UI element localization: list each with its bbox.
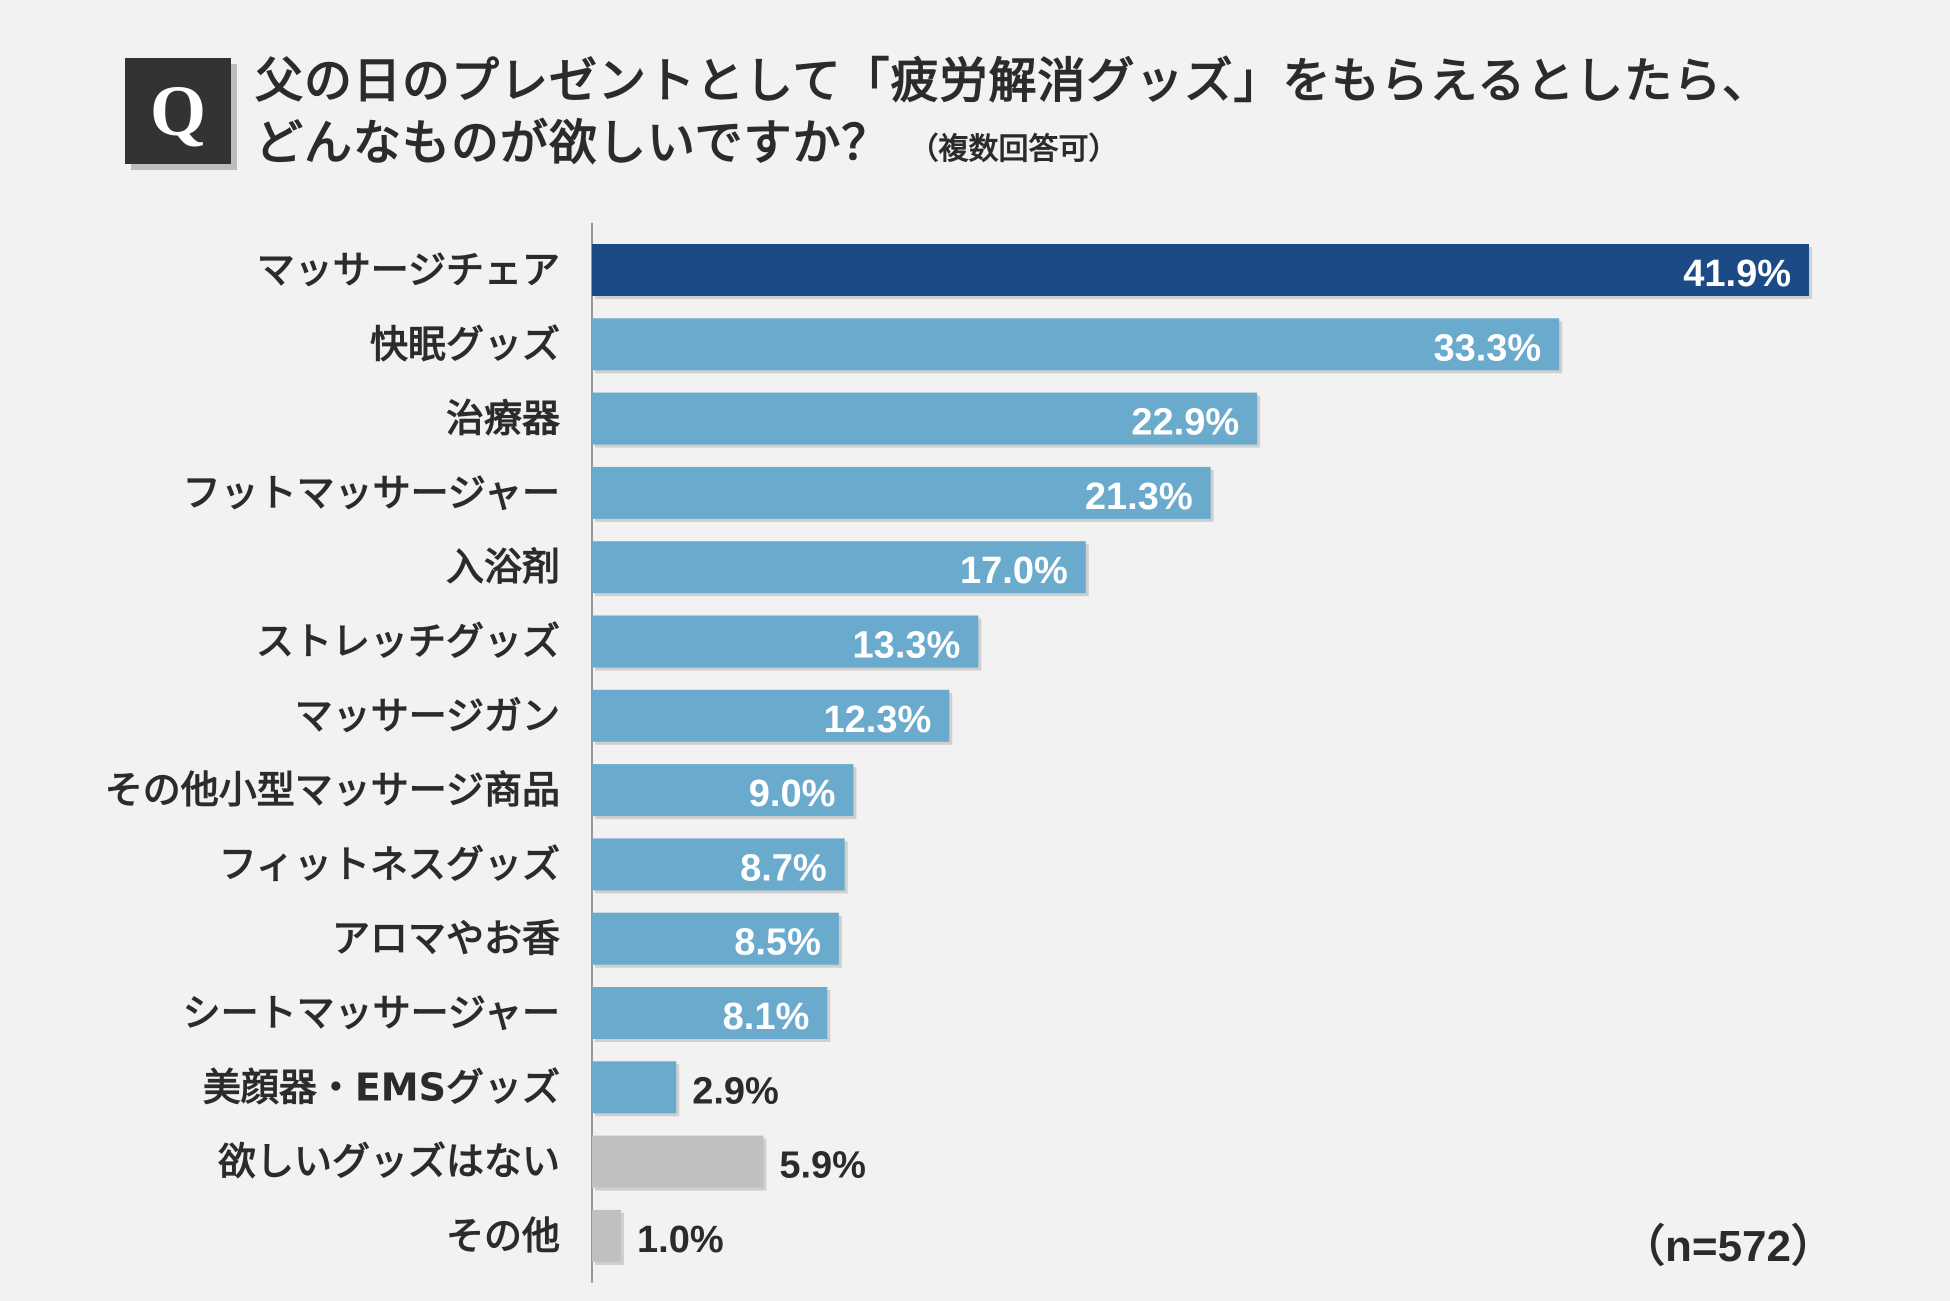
category-label-6: マッサージガン [295,694,560,738]
value-label-3: 21.3% [1085,476,1193,518]
value-label-1: 33.3% [1433,327,1541,369]
category-label-12: 欲しいグッズはない [217,1140,560,1184]
value-label-4: 17.0% [960,550,1068,592]
question-line-1: 父の日のプレゼントとして「疲労解消グッズ」をもらえるとしたら、 [255,53,1772,109]
value-label-11: 2.9% [692,1070,779,1112]
bar-13 [592,1209,622,1262]
value-label-2: 22.9% [1131,402,1239,444]
bar-3 [592,466,1211,519]
bar-4 [592,541,1086,594]
bar-7 [592,764,854,817]
value-label-8: 8.7% [740,847,827,889]
bar-1 [592,318,1560,371]
value-label-9: 8.5% [734,922,821,964]
bar-9 [592,912,839,965]
bar-12 [592,1135,764,1188]
category-label-5: ストレッチグッズ [256,620,560,664]
question-line-2-text: どんなものが欲しいですか？ [255,115,891,171]
category-label-7: その他小型マッサージ商品 [105,768,560,812]
question-badge: Q [125,58,231,164]
bar-5 [592,615,979,668]
bar-10 [592,987,828,1039]
value-label-6: 12.3% [824,699,932,741]
value-label-5: 13.3% [853,625,961,667]
category-label-3: フットマッサージャー [183,471,560,515]
category-label-4: 入浴剤 [446,545,560,589]
bar-0 [592,244,1809,296]
value-label-13: 1.0% [637,1219,724,1261]
value-label-7: 9.0% [749,773,836,815]
sample-size: （n=572） [1621,1222,1835,1271]
value-label-10: 8.1% [723,996,810,1038]
category-label-0: マッサージチェア [257,248,560,292]
category-label-9: アロマやお香 [332,917,560,961]
category-label-13: その他 [446,1214,560,1258]
bar-11 [592,1061,677,1114]
category-label-8: フィットネスグッズ [219,842,560,886]
value-label-12: 5.9% [779,1145,866,1187]
bar-2 [592,392,1258,445]
category-label-11: 美顔器・EMSグッズ [203,1065,560,1109]
category-label-1: 快眠グッズ [370,322,560,366]
category-label-2: 治療器 [446,397,561,441]
bar-6 [592,689,950,742]
bar-8 [592,838,845,891]
question-line-2: どんなものが欲しいですか？ （複数回答可） [255,112,1895,181]
value-label-0: 41.9% [1683,253,1791,295]
category-label-10: シートマッサージャー [183,991,560,1035]
question-note: （複数回答可） [908,132,1119,167]
question-title: 父の日のプレゼントとして「疲労解消グッズ」をもらえるとしたら、 どんなものが欲し… [255,50,1895,181]
